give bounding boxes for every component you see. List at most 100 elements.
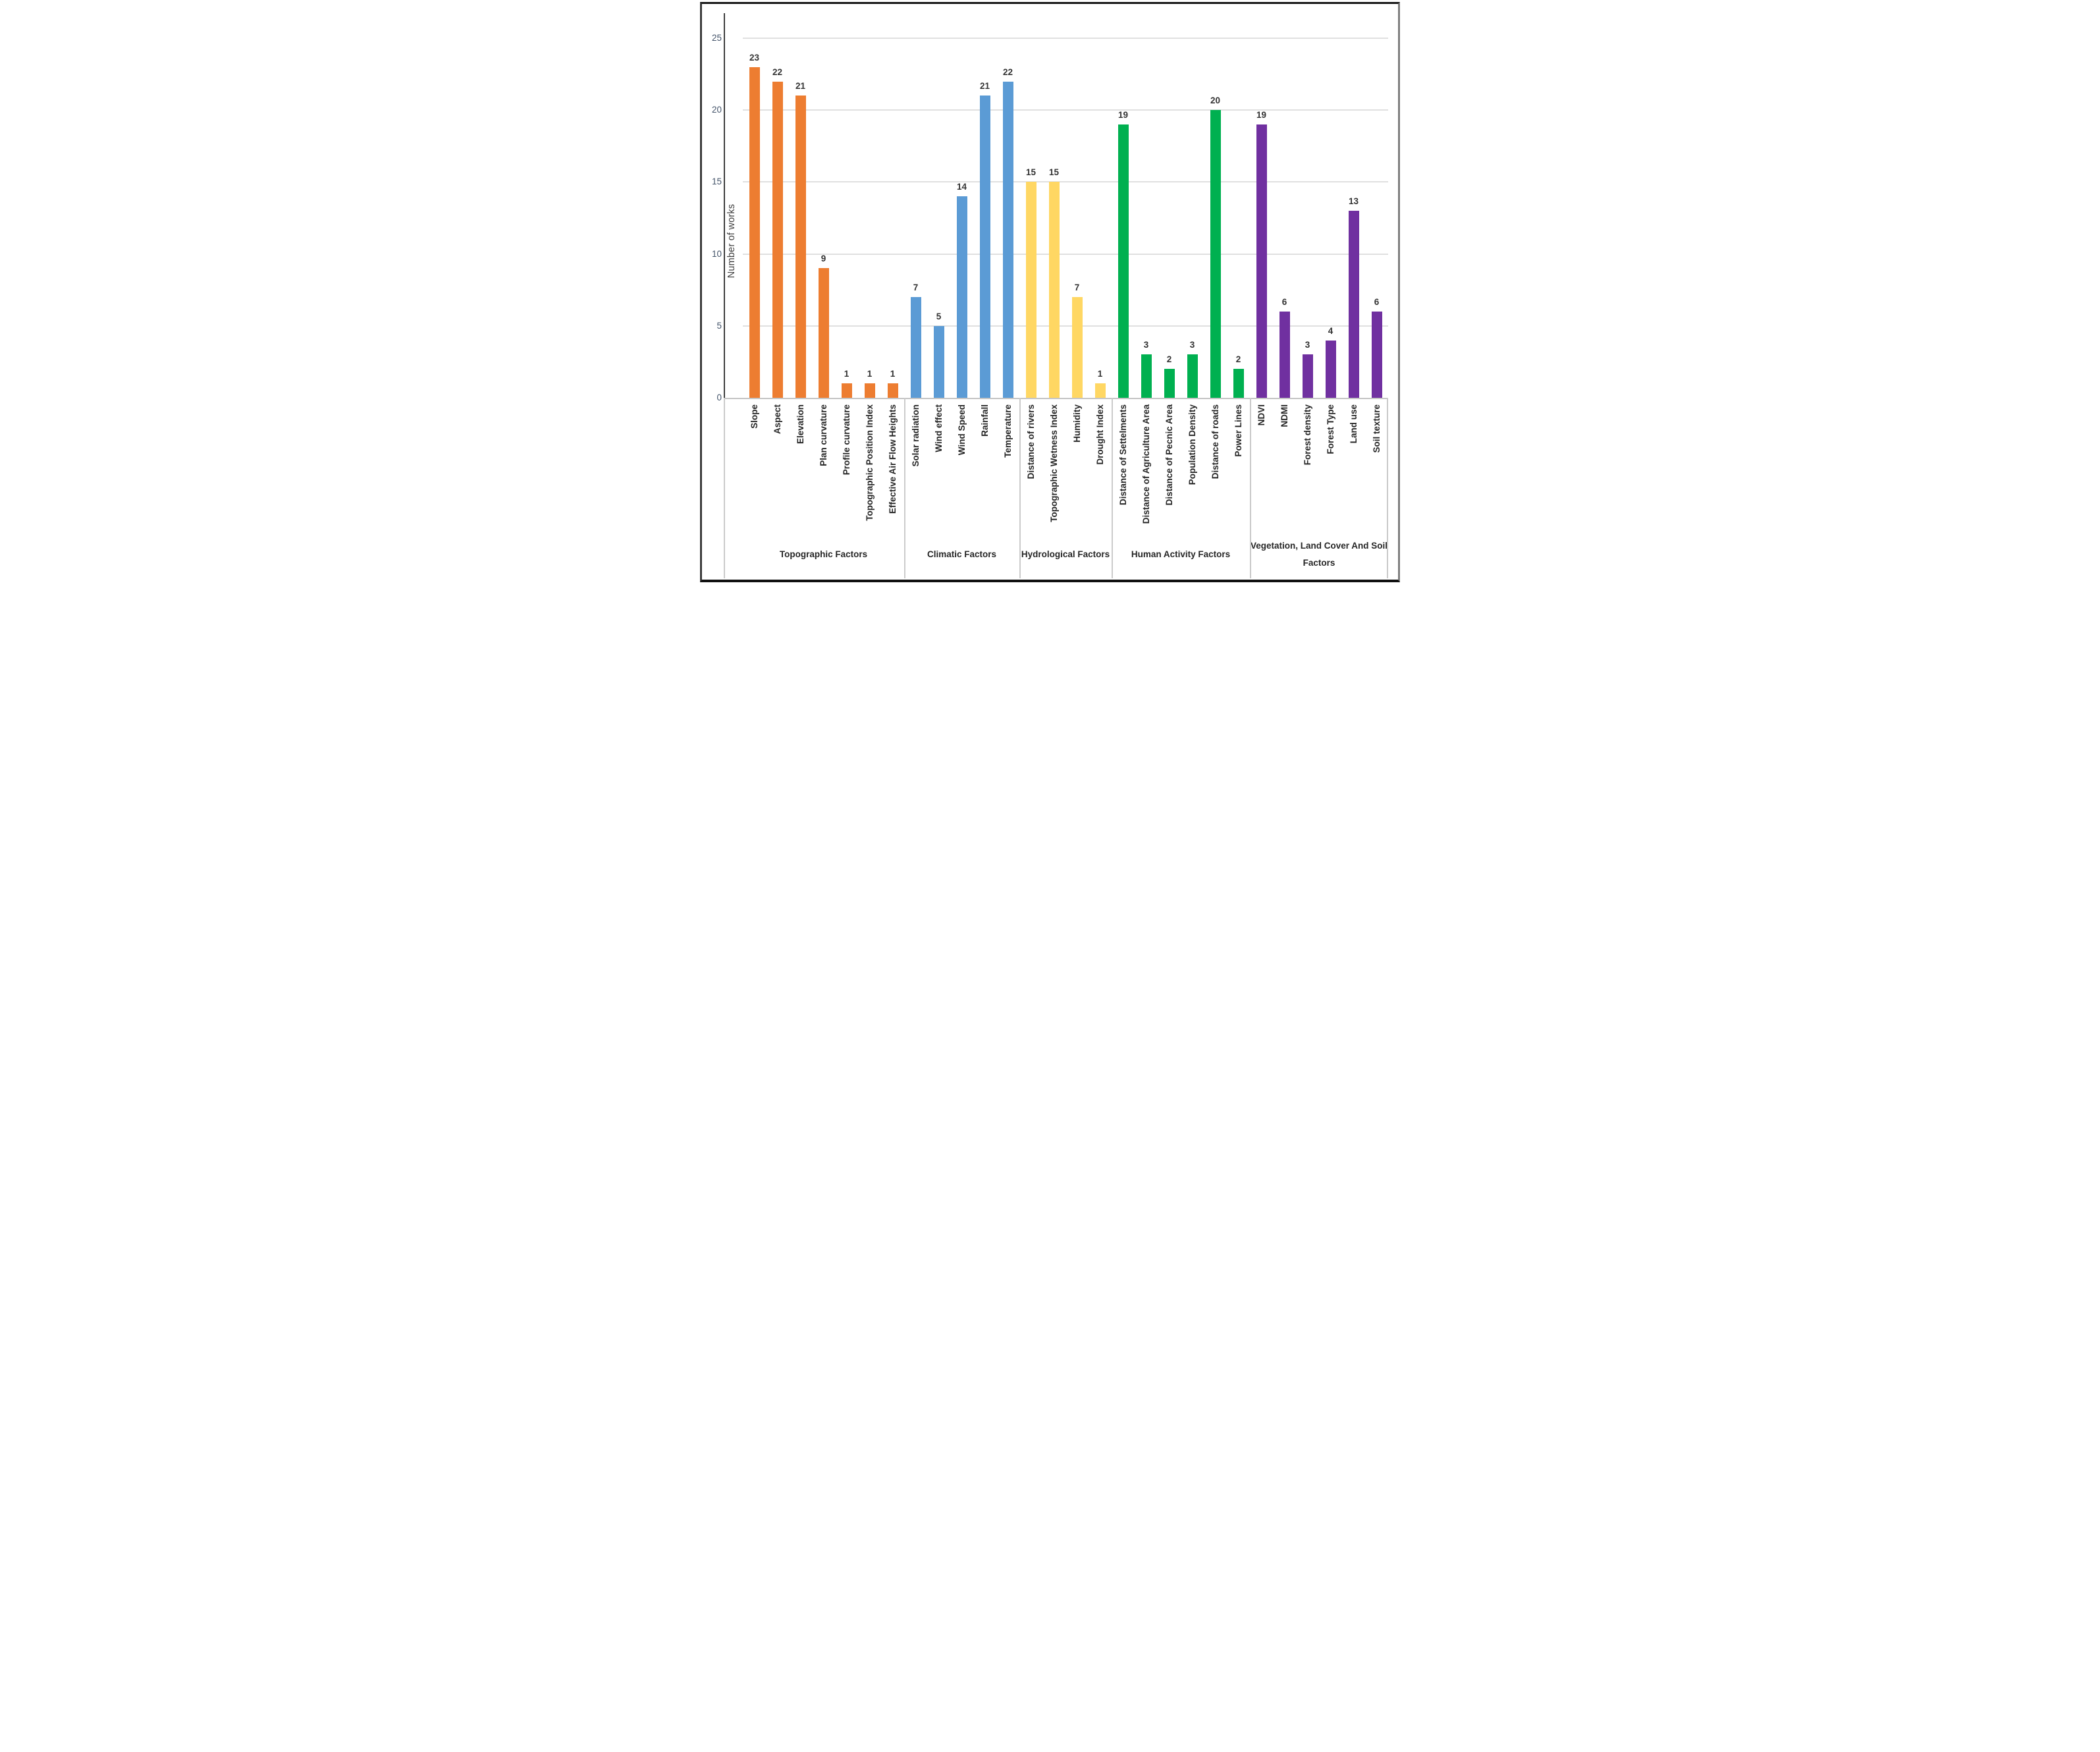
category-label: Wind effect	[934, 404, 944, 452]
category-label: Slope	[749, 404, 759, 429]
bar-forest-density	[1302, 354, 1313, 398]
group-label-5: Vegetation, Land Cover And Soil Factors	[1250, 541, 1388, 568]
bar-wind-effect	[933, 325, 944, 398]
y-tick-label-10: 10	[711, 248, 722, 259]
category-label: Soil texture	[1372, 404, 1382, 453]
category-label: Plan curvature	[819, 404, 828, 466]
bar-value-label: 3	[1189, 340, 1195, 350]
bar-value-label: 22	[1002, 67, 1013, 77]
bar-value-label: 23	[749, 52, 760, 63]
bar-value-label: 15	[1025, 167, 1037, 178]
y-tick-label-20: 20	[711, 105, 722, 115]
category-label: Topographic Wetness Index	[1049, 404, 1059, 522]
category-label: Drought Index	[1095, 404, 1105, 465]
category-label: Topographic Position Index	[865, 404, 875, 521]
bar-land-use	[1348, 211, 1359, 398]
bar-topographic-position-index	[864, 383, 875, 398]
bar-plan-curvature	[818, 268, 829, 398]
bar-profile-curvature	[841, 383, 852, 398]
bar-value-label: 3	[1143, 340, 1149, 350]
gridline-20	[743, 109, 1388, 111]
category-label: Distance of Agriculture Area	[1141, 404, 1151, 524]
category-label: Distance of Settelments	[1118, 404, 1128, 506]
bar-value-label: 1	[844, 369, 849, 379]
group-label-1: Topographic Factors	[779, 549, 868, 560]
category-label: Effective Air Flow Heights	[888, 404, 898, 514]
bar-value-label: 5	[936, 311, 942, 321]
category-label: Aspect	[772, 404, 782, 435]
x-axis-line	[724, 398, 1388, 399]
category-label: Temperature	[1003, 404, 1013, 458]
category-label: Profile curvature	[842, 404, 851, 476]
bar-value-label: 7	[1074, 283, 1080, 293]
y-tick-label-15: 15	[711, 177, 722, 187]
bar-slope	[749, 67, 760, 398]
group-separator-5	[1387, 398, 1388, 578]
group-label-3: Hydrological Factors	[1021, 549, 1110, 560]
bar-distance-of-agriculture-area	[1141, 354, 1152, 398]
group-label-2: Climatic Factors	[927, 549, 997, 560]
bar-wind-speed	[956, 196, 967, 398]
bar-distance-of-settelments	[1117, 124, 1129, 398]
bar-humidity	[1071, 297, 1083, 398]
bar-value-label: 19	[1117, 110, 1129, 121]
y-axis-title: Number of works	[726, 204, 737, 279]
bar-value-label: 13	[1348, 196, 1359, 207]
bar-value-label: 22	[772, 67, 783, 77]
y-tick-label-25: 25	[711, 33, 722, 43]
bar-value-label: 20	[1210, 96, 1221, 106]
y-axis-line	[724, 13, 725, 398]
gridline-25	[743, 38, 1388, 39]
bar-soil-texture	[1371, 311, 1382, 398]
bar-value-label: 6	[1281, 296, 1287, 307]
category-label: Distance of roads	[1210, 404, 1220, 479]
bar-value-label: 14	[956, 182, 967, 192]
bar-value-label: 1	[890, 369, 896, 379]
chart-figure: Number of works 0 5 10 15 20 25 23 22 21 9 1 1 1 7 5 14…	[700, 2, 1400, 582]
category-label: Wind Speed	[957, 404, 967, 456]
category-label: NDVI	[1256, 404, 1266, 426]
category-label: Power Lines	[1233, 404, 1243, 457]
bar-value-label: 6	[1374, 296, 1380, 307]
group-separator-1	[904, 398, 905, 578]
category-label: Population Density	[1187, 404, 1197, 485]
bar-forest-type	[1325, 340, 1336, 398]
category-label: Forest Type	[1326, 404, 1335, 454]
bar-distance-of-roads	[1210, 110, 1221, 398]
group-separator-4	[1250, 398, 1251, 578]
category-label: Solar radiation	[911, 404, 921, 467]
bar-value-label: 1	[1097, 369, 1103, 379]
category-label: Rainfall	[980, 404, 990, 437]
group-separator-0	[724, 398, 725, 578]
y-tick-label-5: 5	[716, 320, 722, 331]
bar-rainfall	[979, 96, 990, 398]
group-separator-3	[1112, 398, 1113, 578]
category-label: Humidity	[1072, 404, 1082, 443]
bar-value-label: 2	[1235, 354, 1241, 365]
bar-ndvi	[1256, 124, 1267, 398]
gridline-10	[743, 253, 1388, 255]
bar-value-label: 9	[821, 254, 826, 264]
bar-value-label: 15	[1048, 167, 1060, 178]
bar-effective-air-flow-heights	[887, 383, 898, 398]
gridline-15	[743, 181, 1388, 183]
bar-ndmi	[1279, 311, 1290, 398]
bar-value-label: 7	[913, 283, 919, 293]
bar-distance-of-pecnic-area	[1164, 369, 1175, 398]
bar-value-label: 4	[1328, 325, 1333, 336]
bar-aspect	[772, 81, 783, 398]
bar-solar-radiation	[910, 297, 921, 398]
bar-population-density	[1187, 354, 1198, 398]
bar-power-lines	[1233, 369, 1244, 398]
category-label: Land use	[1349, 404, 1359, 444]
bar-drought-index	[1094, 383, 1106, 398]
bar-value-label: 21	[979, 81, 990, 92]
bar-value-label: 1	[867, 369, 873, 379]
bar-value-label: 21	[795, 81, 806, 92]
category-label: Distance of Pecnic Area	[1164, 404, 1174, 506]
category-label: Distance of rivers	[1026, 404, 1036, 479]
bar-value-label: 3	[1305, 340, 1310, 350]
category-label: Forest density	[1303, 404, 1312, 466]
group-label-4: Human Activity Factors	[1131, 549, 1231, 560]
category-label: NDMI	[1279, 404, 1289, 427]
